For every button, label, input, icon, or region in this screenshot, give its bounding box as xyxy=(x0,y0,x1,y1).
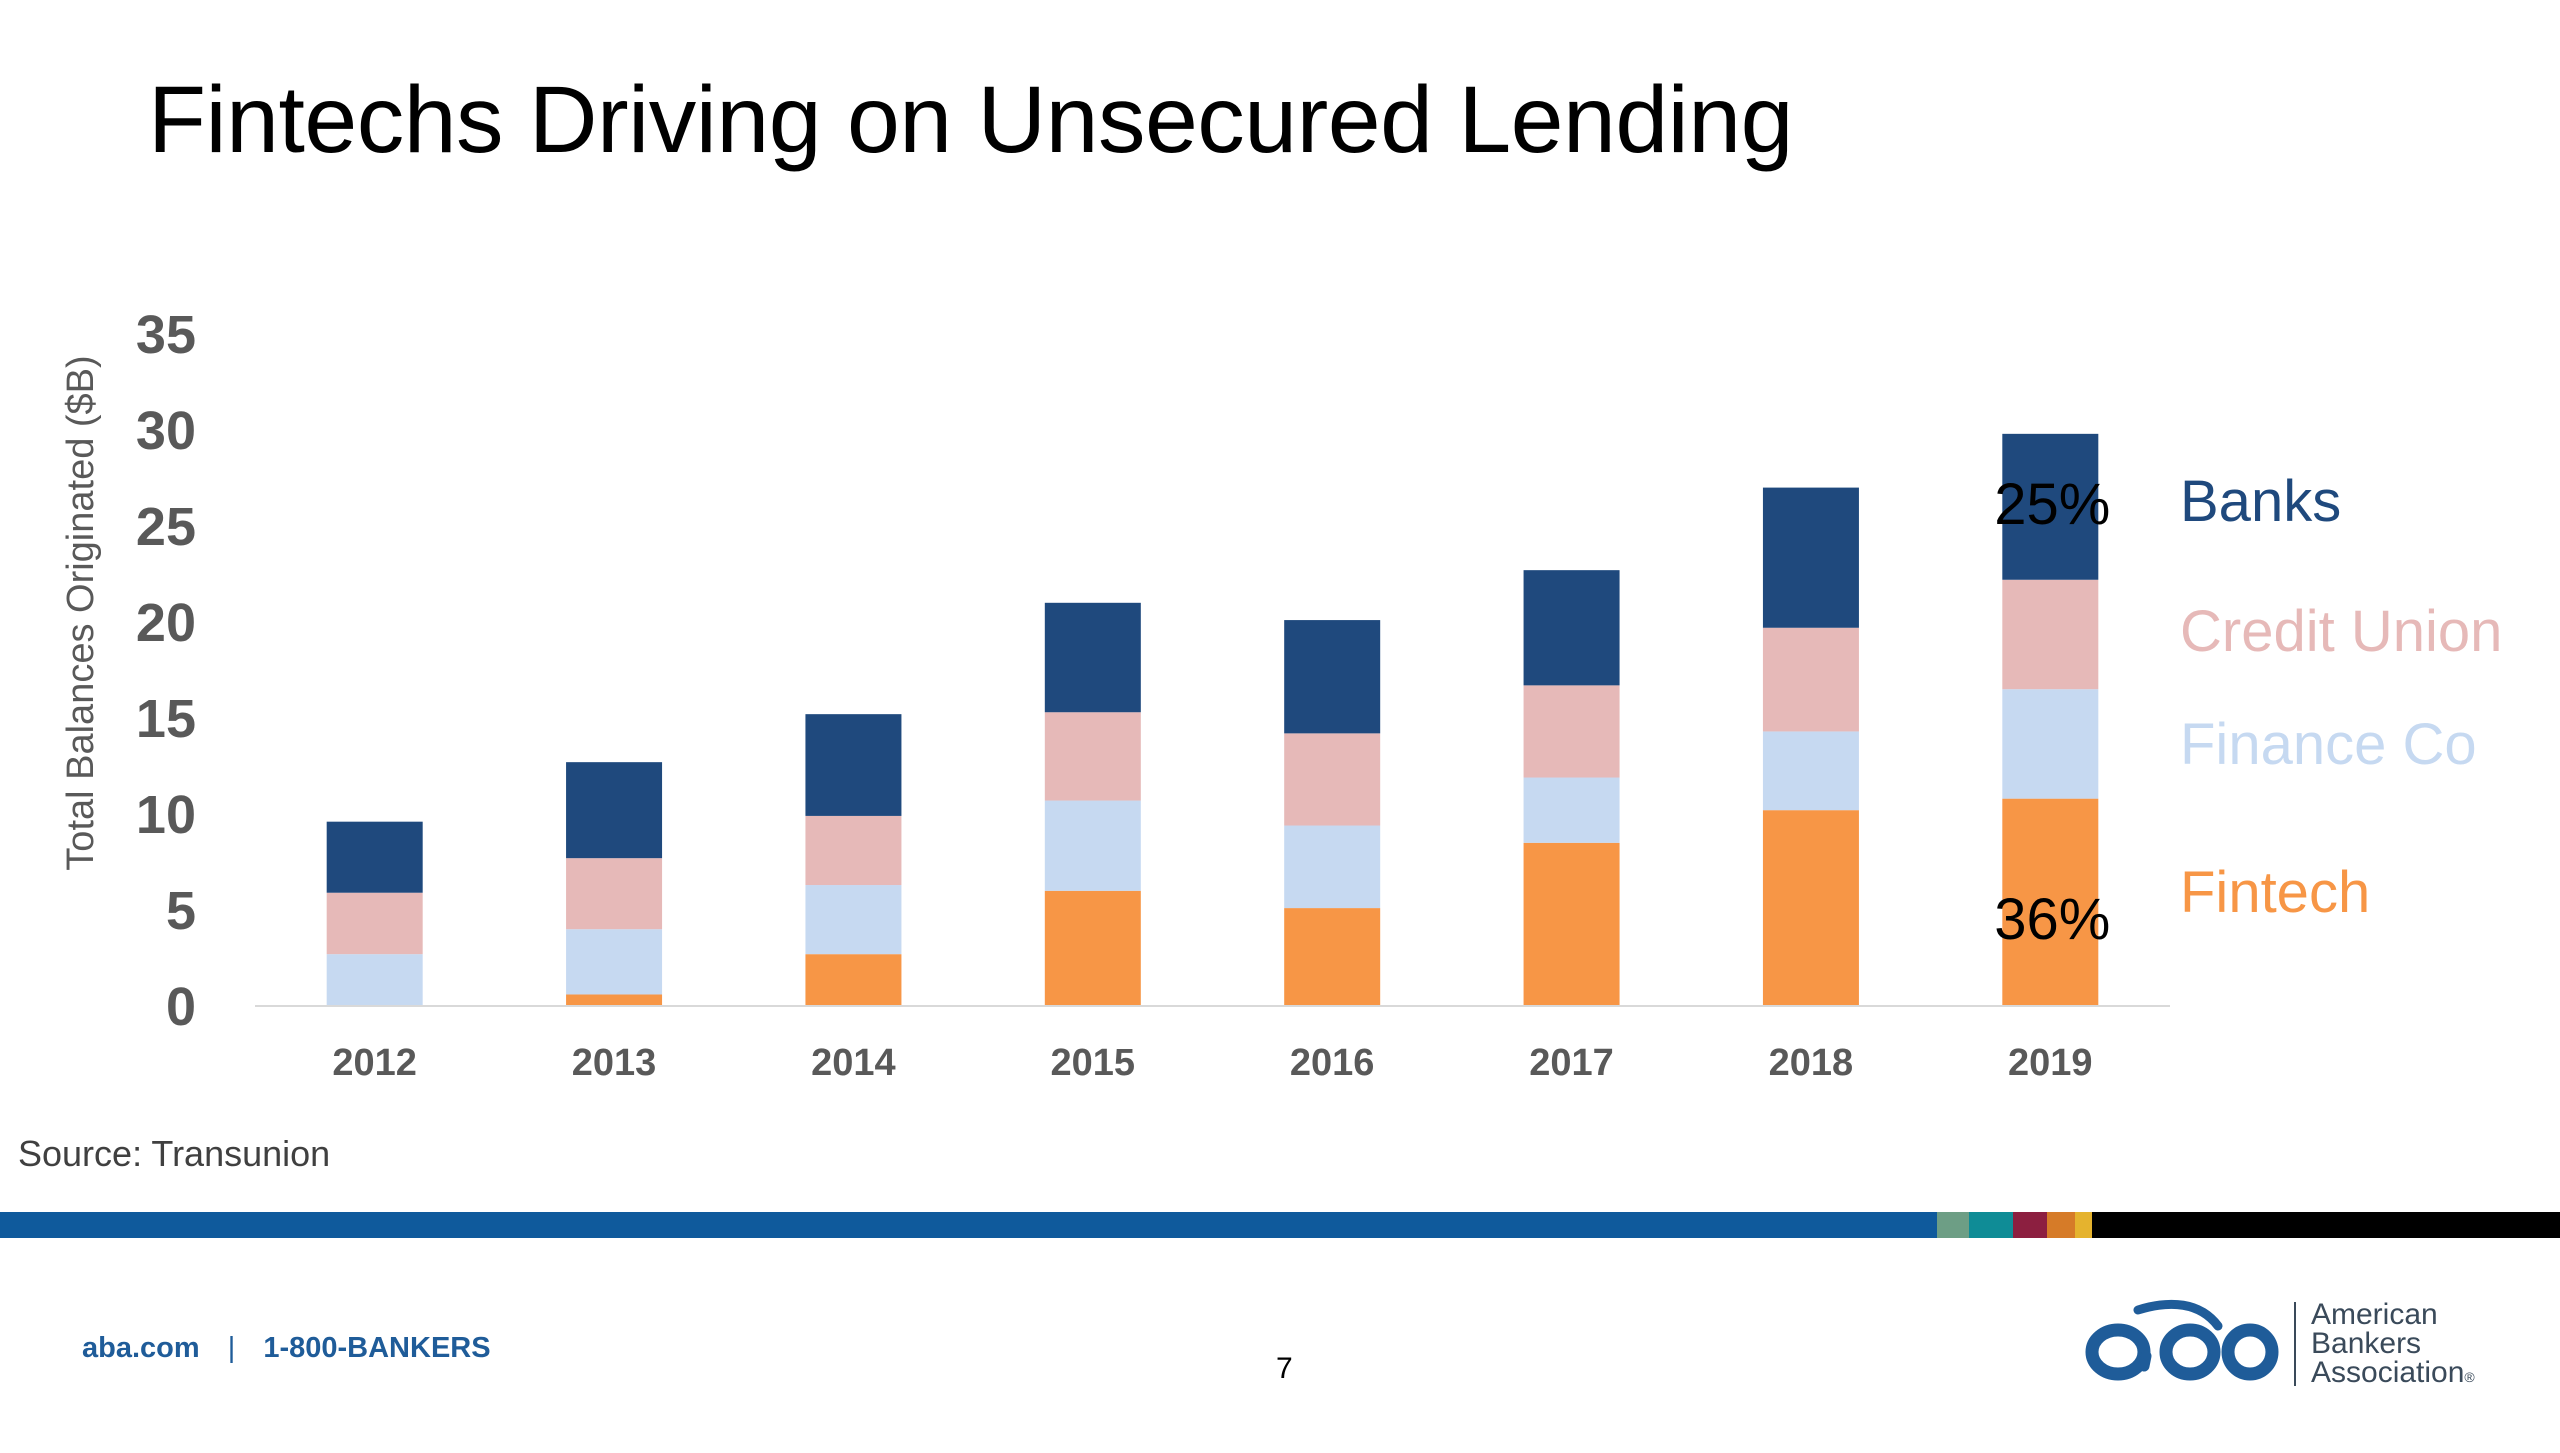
x-tick-label: 2014 xyxy=(811,1042,896,1084)
bar-segment-credit-union xyxy=(805,815,902,886)
bar-segment-finance-co xyxy=(566,929,663,995)
y-tick-label: 20 xyxy=(136,593,196,653)
y-tick-label: 30 xyxy=(136,401,196,461)
x-tick-label: 2017 xyxy=(1529,1042,1614,1084)
bar-segment-banks xyxy=(1044,602,1141,713)
y-tick-label: 25 xyxy=(136,497,196,557)
bar-segment-credit-union xyxy=(1284,733,1381,826)
x-tick-label: 2012 xyxy=(332,1042,417,1084)
y-tick-label: 5 xyxy=(166,881,196,941)
chart-bars xyxy=(326,433,2099,1006)
bar-segment-credit-union xyxy=(2002,579,2099,690)
bar-segment-banks xyxy=(1523,570,1620,686)
bar-segment-fintech xyxy=(1762,810,1859,1006)
bar-segment-finance-co xyxy=(1523,777,1620,843)
bar-segment-banks xyxy=(1762,487,1859,628)
bar-segment-banks xyxy=(1284,620,1381,734)
aba-logo-icon xyxy=(2085,1299,2279,1381)
legend-item: Banks xyxy=(2180,469,2341,534)
logo-divider xyxy=(2294,1302,2296,1386)
bar-segment-finance-co xyxy=(1284,825,1381,909)
bar-segment-finance-co xyxy=(1044,800,1141,891)
footer-separator: | xyxy=(227,1332,236,1364)
bar-segment-fintech xyxy=(1044,890,1141,1006)
data-annotation: 36% xyxy=(1994,887,2110,952)
org-name: American Bankers Association® xyxy=(2311,1300,2475,1392)
bar-segment-banks xyxy=(566,762,663,859)
bar-segment-fintech xyxy=(1284,908,1381,1006)
bar-segment-finance-co xyxy=(805,885,902,955)
bar-segment-fintech xyxy=(805,954,902,1006)
bar-segment-fintech xyxy=(566,994,663,1006)
bar-segment-credit-union xyxy=(1523,685,1620,778)
stripe-segment xyxy=(0,1212,1937,1238)
bar-segment-fintech xyxy=(1523,842,1620,1006)
org-name-line: Association® xyxy=(2311,1358,2475,1392)
slide-title: Fintechs Driving on Unsecured Lending xyxy=(148,67,1793,173)
x-axis-ticks: 2012 2013 2014 2015 2016 2017 2018 2019 xyxy=(332,1042,2092,1084)
y-tick-label: 0 xyxy=(166,977,196,1037)
chart-legend: Fintech Finance Co Credit Union Banks xyxy=(2180,469,2502,925)
legend-item: Fintech xyxy=(2180,860,2370,925)
bar-segment-credit-union xyxy=(326,892,423,955)
org-name-line: American xyxy=(2311,1298,2438,1331)
x-tick-label: 2018 xyxy=(1769,1042,1854,1084)
y-tick-label: 10 xyxy=(136,785,196,845)
chart-annotations: 25% 36% xyxy=(1994,472,2110,952)
bar-segment-finance-co xyxy=(326,954,423,1006)
x-tick-label: 2015 xyxy=(1051,1042,1136,1084)
y-tick-label: 15 xyxy=(136,689,196,749)
legend-item: Credit Union xyxy=(2180,599,2502,664)
source-note: Source: Transunion xyxy=(18,1133,331,1174)
bar-segment-banks xyxy=(326,821,423,893)
stripe-segment xyxy=(1969,1212,2013,1238)
bar-segment-credit-union xyxy=(1762,627,1859,732)
stripe-segment xyxy=(2047,1212,2075,1238)
bar-segment-banks xyxy=(2002,433,2099,580)
website-link[interactable]: aba.com xyxy=(82,1332,200,1364)
bar-segment-banks xyxy=(805,714,902,816)
legend-item: Finance Co xyxy=(2180,712,2477,777)
registered-mark: ® xyxy=(2464,1369,2475,1385)
footer-contact: aba.com | 1-800-BANKERS xyxy=(82,1332,491,1365)
y-tick-label: 35 xyxy=(136,305,196,365)
bar-segment-credit-union xyxy=(1044,712,1141,801)
data-annotation: 25% xyxy=(1994,472,2110,537)
stripe-segment xyxy=(2013,1212,2047,1238)
org-name-word: Association xyxy=(2311,1356,2465,1389)
org-name-line: Bankers xyxy=(2311,1327,2422,1360)
bar-segment-fintech xyxy=(2002,798,2099,1006)
bar-segment-finance-co xyxy=(1762,731,1859,811)
phone-number[interactable]: 1-800-BANKERS xyxy=(263,1332,491,1364)
y-axis-ticks: 0 5 10 15 20 25 30 35 xyxy=(136,305,196,1037)
stripe-segment xyxy=(1937,1212,1969,1238)
page-number: 7 xyxy=(1276,1352,1293,1385)
y-axis-label: Total Balances Originated ($B) xyxy=(60,355,102,870)
x-tick-label: 2016 xyxy=(1290,1042,1375,1084)
bar-segment-finance-co xyxy=(2002,689,2099,799)
bar-segment-credit-union xyxy=(566,858,663,930)
stripe-segment xyxy=(2075,1212,2092,1238)
x-tick-label: 2013 xyxy=(572,1042,657,1084)
x-tick-label: 2019 xyxy=(2008,1042,2093,1084)
stripe-segment xyxy=(2092,1212,2560,1238)
